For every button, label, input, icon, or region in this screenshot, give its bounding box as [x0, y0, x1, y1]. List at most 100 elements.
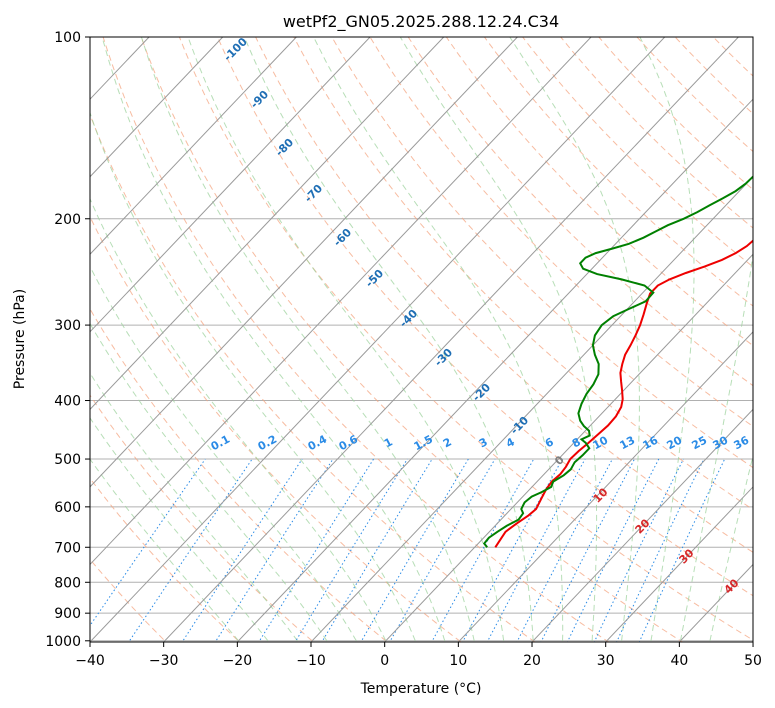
isotherm-lines — [0, 37, 753, 654]
dry-adiabat-line — [522, 37, 753, 268]
y-tick-label: 700 — [54, 540, 81, 556]
dry-adiabat-line — [331, 37, 753, 469]
mixing-ratio-label: 0.2 — [256, 433, 279, 454]
mixing-ratio-labels: 0.1 0.2 0.4 0.6 1 1.5 2 3 4 6 8 10 13 16 20 25 30 36 — [209, 432, 752, 453]
dry-adiabat-line — [90, 113, 536, 642]
mixing-ratio-line — [214, 458, 334, 642]
moist-adiabat-line — [187, 37, 505, 641]
dry-adiabat-line — [90, 307, 389, 642]
x-tick-label: 20 — [523, 653, 541, 669]
x-tick-label: 30 — [597, 653, 615, 669]
y-tick-label: 800 — [54, 575, 81, 591]
moist-adiabat-line — [140, 37, 475, 641]
mixing-ratio-line — [181, 458, 303, 642]
mixing-ratio-label: 0.6 — [337, 432, 361, 453]
y-axis-label: Pressure (hPa) — [12, 289, 28, 389]
dry-adiabat-line — [255, 37, 753, 553]
x-tick-label: 0 — [380, 653, 389, 669]
y-tick-label: 1000 — [45, 634, 81, 650]
dry-adiabat-line — [90, 215, 462, 642]
dry-adiabat-line — [407, 37, 753, 387]
isotherm-line — [457, 331, 753, 642]
isotherm-label: -50 — [363, 267, 386, 290]
mixing-ratio-line — [593, 458, 684, 642]
mixing-ratio-label: 6 — [543, 435, 556, 450]
mixing-ratio-label: 10 — [591, 433, 611, 452]
mixing-ratio-label: 2 — [441, 435, 454, 450]
dry-adiabat-line — [217, 37, 753, 597]
y-tick-label: 200 — [54, 212, 81, 228]
dry-adiabat-line — [90, 394, 315, 642]
moist-adiabat-line — [243, 37, 534, 641]
x-tick-label: −30 — [149, 653, 179, 669]
dry-adiabat-line — [102, 37, 610, 642]
dry-adiabat-line — [751, 37, 753, 40]
y-tick-label: 600 — [54, 500, 81, 516]
sounding-profiles — [482, 175, 753, 548]
mixing-ratio-line — [389, 458, 496, 642]
moist-adiabat-line — [90, 417, 269, 642]
isotherm-line — [531, 408, 753, 642]
plot-frame — [89, 36, 754, 643]
moist-adiabat-line — [90, 197, 387, 642]
mixing-ratio-line — [566, 458, 660, 642]
dry-adiabat-line — [90, 477, 241, 642]
dry-adiabat-line — [178, 37, 753, 641]
y-axis-ticks: 100 200 300 400 500 600 700 800 900 1000 — [45, 30, 90, 650]
y-tick-label: 100 — [54, 30, 81, 46]
dry-adiabat-line — [636, 37, 753, 153]
mixing-ratio-label: 16 — [641, 433, 661, 452]
isotherm-label: 0 — [552, 453, 567, 468]
dry-adiabat-line — [369, 37, 753, 427]
mixing-ratio-label: 1.5 — [412, 433, 435, 454]
y-tick-label: 400 — [54, 394, 81, 410]
x-axis-label: Temperature (°C) — [360, 681, 482, 697]
dry-adiabat-line — [293, 37, 753, 511]
y-tick-label: 300 — [54, 318, 81, 334]
mixing-ratio-line — [431, 458, 535, 642]
isotherm-line — [90, 37, 592, 566]
isotherm-line — [90, 37, 371, 333]
moist-adiabat-line — [90, 265, 357, 642]
temperature-line — [494, 239, 753, 548]
mixing-ratio-line — [360, 458, 469, 642]
isotherm-label: -40 — [397, 307, 420, 330]
isotherm-line — [90, 37, 666, 642]
dry-adiabat-line — [140, 37, 684, 642]
dry-adiabat-line — [560, 37, 753, 229]
isotherm-line — [90, 37, 297, 255]
moist-adiabat-line — [399, 37, 598, 641]
dry-adiabat-line — [712, 37, 753, 77]
moist-adiabat-line — [639, 37, 695, 641]
isotherm-label: -70 — [302, 182, 325, 205]
x-tick-label: −10 — [296, 653, 326, 669]
mixing-ratio-label: 3 — [477, 435, 490, 450]
mixing-ratio-line — [516, 458, 613, 642]
moist-adiabat-line — [90, 322, 328, 642]
chart-title: wetPf2_GN05.2025.288.12.24.C34 — [283, 12, 559, 32]
x-tick-label: 10 — [449, 653, 467, 669]
isotherm-line — [90, 37, 518, 488]
isotherm-label: -80 — [273, 136, 296, 159]
mixing-ratio-line — [128, 458, 253, 642]
moist-adiabat-line — [709, 454, 753, 641]
mixing-ratio-line — [321, 458, 433, 642]
isotherm-line — [752, 641, 753, 642]
moist-adiabat-label: 10 — [591, 485, 611, 505]
isotherm-line — [0, 37, 2, 654]
moist-adiabat-line — [90, 458, 239, 642]
x-tick-label: −20 — [223, 653, 253, 669]
y-tick-label: 500 — [54, 452, 81, 468]
moist-adiabat-line — [90, 372, 298, 642]
mixing-ratio-label: 0.4 — [306, 432, 330, 453]
moist-adiabat-line — [313, 37, 564, 641]
isotherm-label: -100 — [221, 35, 250, 64]
isotherm-line — [162, 37, 739, 642]
isotherm-line — [90, 37, 224, 178]
x-tick-label: 40 — [670, 653, 688, 669]
dry-adiabat-line — [598, 37, 753, 191]
y-tick-label: 900 — [54, 606, 81, 622]
mixing-ratio-label: 25 — [690, 434, 710, 453]
moist-adiabat-line — [90, 111, 416, 641]
